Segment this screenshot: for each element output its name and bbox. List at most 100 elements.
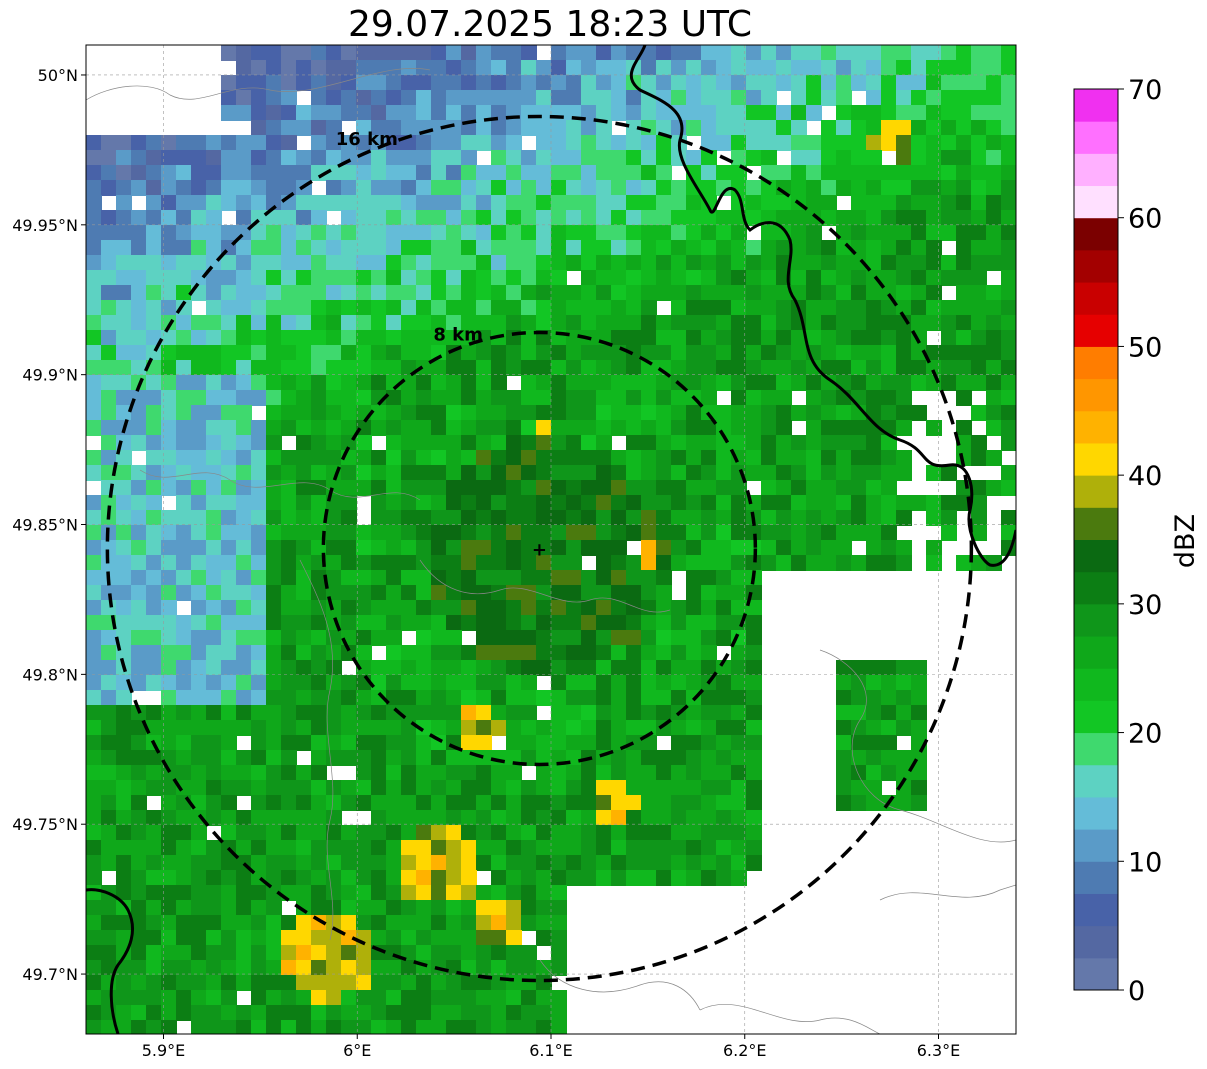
echo-cell [251, 435, 267, 451]
echo-cell [131, 285, 147, 301]
echo-cell [236, 75, 252, 91]
echo-cell [566, 435, 582, 451]
echo-cell [581, 120, 597, 136]
echo-cell [266, 240, 282, 256]
echo-cell [311, 615, 327, 631]
echo-cell [101, 750, 117, 766]
echo-cell [896, 375, 912, 391]
echo-cell [836, 270, 852, 286]
echo-cell [356, 450, 372, 466]
echo-cell [251, 750, 267, 766]
echo-cell [371, 630, 387, 646]
echo-cell [101, 300, 117, 316]
echo-cell [146, 285, 162, 301]
echo-cell [866, 705, 882, 721]
echo-cell [521, 810, 537, 826]
echo-cell [731, 585, 747, 601]
echo-cell [296, 720, 312, 736]
echo-cell [161, 345, 177, 361]
echo-cell [386, 780, 402, 796]
echo-cell [236, 975, 252, 991]
echo-cell [716, 60, 732, 76]
echo-cell [566, 165, 582, 181]
echo-cell [851, 165, 867, 181]
echo-cell [281, 405, 297, 421]
echo-cell [716, 180, 732, 196]
echo-cell [881, 750, 897, 766]
echo-cell [641, 525, 657, 541]
echo-cell [791, 270, 807, 286]
echo-cell [386, 180, 402, 196]
echo-cell [341, 780, 357, 796]
echo-cell [206, 720, 222, 736]
echo-cell [596, 555, 612, 571]
echo-cell [656, 705, 672, 721]
echo-cell [491, 465, 507, 481]
echo-cell [146, 435, 162, 451]
echo-cell [266, 870, 282, 886]
echo-cell [206, 495, 222, 511]
echo-cell [731, 855, 747, 871]
echo-cell [326, 135, 342, 151]
echo-cell [506, 420, 522, 436]
colorbar-swatch [1074, 571, 1118, 605]
echo-cell [476, 720, 492, 736]
echo-cell [731, 495, 747, 511]
echo-cell [131, 1005, 147, 1021]
echo-cell [611, 345, 627, 361]
echo-cell [506, 570, 522, 586]
echo-cell [836, 735, 852, 751]
echo-cell [461, 735, 477, 751]
echo-cell [806, 180, 822, 196]
echo-cell [386, 705, 402, 721]
echo-cell [971, 435, 987, 451]
echo-cell [716, 45, 732, 61]
echo-cell [971, 210, 987, 226]
echo-cell [776, 60, 792, 76]
echo-cell [956, 390, 972, 406]
echo-cell [536, 120, 552, 136]
echo-cell [806, 225, 822, 241]
echo-cell [911, 75, 927, 91]
echo-cell [596, 570, 612, 586]
echo-cell [431, 420, 447, 436]
echo-cell [851, 420, 867, 436]
echo-cell [566, 495, 582, 511]
echo-cell [581, 270, 597, 286]
echo-cell [326, 705, 342, 721]
echo-cell [686, 465, 702, 481]
echo-cell [356, 480, 372, 496]
echo-cell [86, 840, 102, 856]
echo-cell [461, 810, 477, 826]
echo-cell [626, 465, 642, 481]
echo-cell [431, 360, 447, 376]
echo-cell [236, 1020, 252, 1034]
echo-cell [431, 765, 447, 781]
echo-cell [596, 120, 612, 136]
echo-cell [656, 825, 672, 841]
echo-cell [536, 630, 552, 646]
echo-cell [551, 645, 567, 661]
echo-cell [371, 900, 387, 916]
echo-cell [416, 375, 432, 391]
echo-cell [641, 630, 657, 646]
echo-cell [521, 600, 537, 616]
echo-cell [266, 750, 282, 766]
echo-cell [821, 390, 837, 406]
echo-cell [986, 75, 1002, 91]
echo-cell [746, 120, 762, 136]
echo-cell [626, 840, 642, 856]
echo-cell [581, 810, 597, 826]
echo-cell [851, 435, 867, 451]
echo-cell [131, 555, 147, 571]
echo-cell [326, 975, 342, 991]
echo-cell [686, 210, 702, 226]
echo-cell [161, 390, 177, 406]
echo-cell [596, 780, 612, 796]
echo-cell [356, 975, 372, 991]
echo-cell [701, 750, 717, 766]
echo-cell [146, 420, 162, 436]
echo-cell [416, 45, 432, 61]
echo-cell [86, 525, 102, 541]
echo-cell [626, 855, 642, 871]
